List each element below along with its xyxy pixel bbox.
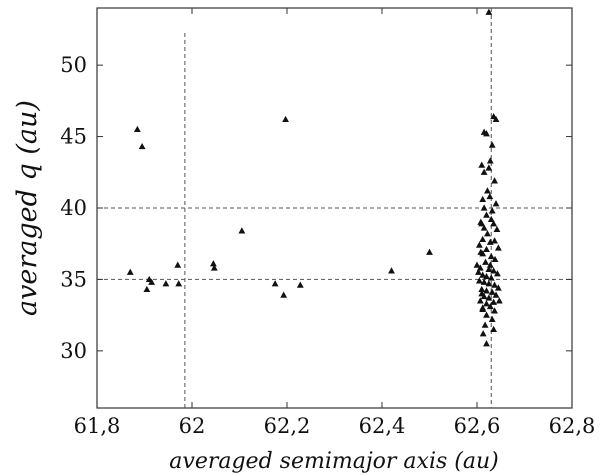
data-point bbox=[138, 142, 146, 150]
data-point bbox=[493, 225, 501, 233]
x-tick-label: 61,8 bbox=[74, 414, 121, 438]
data-point bbox=[476, 297, 484, 304]
data-point bbox=[488, 288, 496, 295]
data-point bbox=[174, 261, 182, 268]
data-point bbox=[479, 330, 487, 337]
data-point bbox=[491, 177, 498, 184]
data-point bbox=[175, 280, 183, 287]
x-tick-label: 62,8 bbox=[549, 414, 596, 438]
data-point bbox=[238, 227, 246, 234]
data-point bbox=[480, 204, 488, 211]
data-point bbox=[490, 298, 498, 305]
data-point bbox=[477, 248, 485, 255]
data-point bbox=[209, 260, 217, 267]
data-point bbox=[475, 268, 482, 275]
x-tick-label: 62,2 bbox=[264, 414, 311, 438]
data-point bbox=[488, 315, 496, 323]
data-point bbox=[478, 285, 486, 293]
data-point bbox=[475, 241, 483, 248]
data-point bbox=[490, 267, 498, 274]
data-point bbox=[485, 280, 493, 287]
x-tick-label: 62,4 bbox=[359, 414, 406, 438]
data-point bbox=[485, 164, 493, 171]
data-point bbox=[485, 265, 493, 273]
data-point bbox=[492, 291, 500, 298]
data-point bbox=[473, 261, 481, 268]
data-point bbox=[476, 264, 484, 271]
y-tick-label: 35 bbox=[60, 267, 87, 291]
data-point bbox=[485, 8, 493, 15]
data-point bbox=[491, 307, 498, 314]
data-point bbox=[479, 235, 487, 243]
data-point bbox=[486, 261, 494, 268]
data-point bbox=[426, 248, 433, 255]
data-point bbox=[143, 285, 151, 293]
data-point bbox=[480, 168, 488, 175]
data-point bbox=[479, 304, 487, 311]
data-point bbox=[483, 272, 490, 280]
data-point bbox=[483, 300, 490, 307]
data-point bbox=[495, 297, 503, 304]
y-axis-title: averaged q (au) bbox=[12, 100, 43, 316]
data-point bbox=[280, 291, 288, 298]
data-point bbox=[483, 245, 490, 253]
data-point bbox=[480, 278, 488, 285]
data-point bbox=[494, 270, 501, 277]
data-point bbox=[484, 187, 491, 194]
y-tick-label: 30 bbox=[60, 339, 87, 363]
data-point bbox=[388, 267, 395, 274]
data-point bbox=[475, 277, 483, 284]
x-tick-label: 62,6 bbox=[454, 414, 501, 438]
data-point bbox=[162, 280, 170, 287]
data-point bbox=[486, 192, 494, 200]
data-point bbox=[126, 268, 134, 275]
data-point bbox=[492, 115, 500, 123]
data-point bbox=[494, 244, 502, 251]
data-point bbox=[488, 207, 496, 214]
data-point bbox=[494, 284, 502, 291]
data-point bbox=[492, 200, 500, 207]
data-point bbox=[488, 141, 496, 148]
data-point bbox=[483, 130, 490, 137]
data-point bbox=[484, 230, 491, 237]
y-tick-label: 50 bbox=[60, 53, 87, 77]
data-point bbox=[478, 220, 486, 227]
reference-lines bbox=[97, 8, 572, 408]
data-point bbox=[491, 255, 499, 263]
data-point bbox=[487, 274, 495, 281]
data-point bbox=[478, 161, 486, 168]
data-point bbox=[296, 281, 304, 288]
data-point bbox=[490, 220, 498, 227]
data-point bbox=[282, 115, 289, 123]
data-point bbox=[148, 278, 156, 285]
data-point bbox=[478, 290, 486, 297]
data-point bbox=[486, 157, 494, 164]
data-point bbox=[482, 258, 489, 265]
data-point bbox=[481, 321, 489, 328]
data-point bbox=[479, 271, 487, 278]
data-point bbox=[483, 311, 490, 318]
data-point bbox=[487, 252, 495, 260]
data-point bbox=[483, 340, 490, 347]
y-tick-label: 45 bbox=[60, 125, 87, 149]
data-point bbox=[483, 211, 490, 218]
data-point bbox=[210, 264, 218, 271]
data-points bbox=[126, 8, 503, 347]
x-tick-label: 62 bbox=[179, 414, 206, 438]
data-point bbox=[480, 224, 488, 231]
data-point bbox=[491, 281, 498, 288]
x-axis-title: averaged semimajor axis (au) bbox=[169, 449, 498, 474]
data-point bbox=[483, 287, 490, 294]
y-tick-label: 40 bbox=[60, 196, 87, 220]
data-point bbox=[479, 195, 487, 203]
data-point bbox=[486, 302, 494, 310]
axis-ticks: 61,8 62 62,2 62,4 62,6 62,8 30 35 40 45 50 bbox=[60, 8, 595, 438]
data-point bbox=[490, 325, 498, 333]
data-point bbox=[487, 215, 495, 223]
data-point bbox=[133, 125, 141, 133]
data-point bbox=[271, 280, 279, 287]
data-point bbox=[491, 237, 498, 244]
data-point bbox=[485, 294, 493, 301]
